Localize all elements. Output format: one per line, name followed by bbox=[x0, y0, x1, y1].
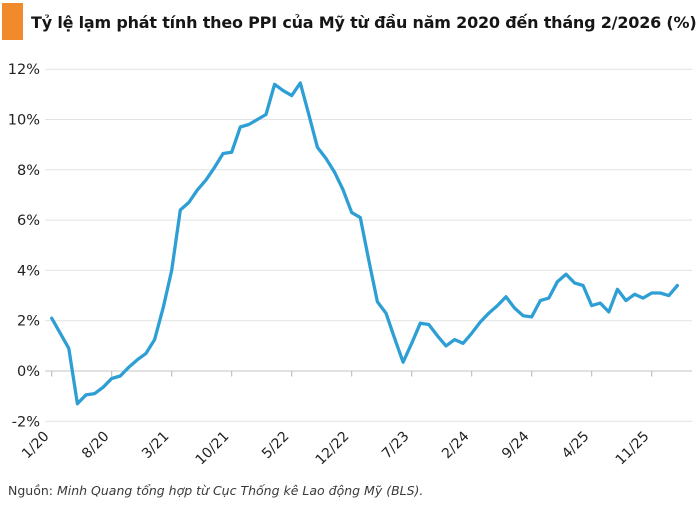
y-axis-label: -2% bbox=[12, 414, 40, 430]
x-axis-label: 9/24 bbox=[499, 428, 533, 462]
x-axis-label: 5/22 bbox=[259, 429, 293, 463]
x-axis-label: 7/23 bbox=[379, 429, 413, 463]
x-axis-labels: 1/20 8/20 3/21 10/21 5/22 12/22 7/23 2/24 9/24 4/… bbox=[19, 371, 653, 468]
gridlines bbox=[45, 68, 692, 422]
x-axis-label: 3/21 bbox=[139, 429, 173, 463]
y-axis-label: 12% bbox=[8, 62, 40, 78]
y-axis-labels: 12% 10% 8% 6% 4% 2% 0% -2% bbox=[8, 62, 40, 430]
y-axis-label: 0% bbox=[17, 364, 40, 380]
y-axis-label: 10% bbox=[8, 113, 40, 129]
title-accent-square bbox=[2, 3, 23, 40]
y-axis-label: 4% bbox=[17, 263, 40, 279]
x-axis-label: 2/24 bbox=[439, 428, 473, 462]
ppi-line-series bbox=[50, 81, 680, 406]
y-axis-label: 2% bbox=[17, 314, 40, 330]
source-note: Nguồn: Minh Quang tổng hợp từ Cục Thống … bbox=[8, 483, 698, 498]
source-text: Minh Quang tổng hợp từ Cục Thống kê Lao … bbox=[53, 483, 424, 498]
chart-header: Tỷ lệ lạm phát tính theo PPI của Mỹ từ đ… bbox=[0, 0, 700, 44]
x-axis-label: 8/20 bbox=[79, 429, 113, 463]
page-title: Tỷ lệ lạm phát tính theo PPI của Mỹ từ đ… bbox=[31, 12, 697, 32]
y-axis-label: 6% bbox=[17, 213, 40, 229]
x-axis-label: 4/25 bbox=[559, 429, 593, 463]
x-axis-label: 11/25 bbox=[613, 429, 653, 469]
x-axis-label: 1/20 bbox=[19, 429, 53, 463]
x-axis-label: 12/22 bbox=[313, 429, 353, 469]
source-label: Nguồn: bbox=[8, 483, 53, 498]
x-axis-label: 10/21 bbox=[193, 429, 233, 469]
y-axis-label: 8% bbox=[17, 163, 40, 179]
